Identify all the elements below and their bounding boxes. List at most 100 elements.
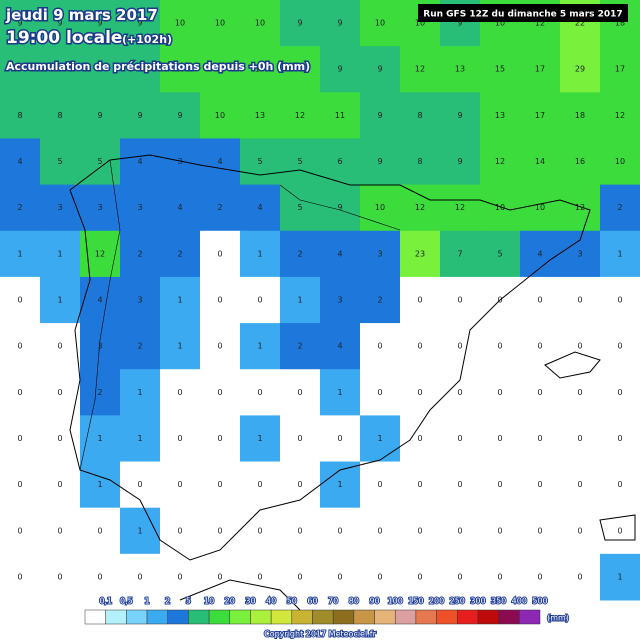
cell-value: 0 [417, 572, 422, 581]
legend-label: 500 [532, 597, 547, 606]
cell-value: 9 [377, 157, 382, 166]
cell-value: 3 [57, 203, 62, 212]
cell-value: 0 [377, 342, 382, 351]
grid-cell [520, 184, 561, 232]
cell-value: 1 [337, 480, 342, 489]
legend-swatch [457, 609, 479, 625]
grid-cell [200, 138, 241, 186]
cell-value: 0 [57, 388, 62, 397]
cell-value: 10 [495, 19, 505, 28]
cell-value: 2 [97, 388, 102, 397]
legend-swatch [126, 609, 148, 625]
grid-cell [320, 138, 361, 186]
cell-value: 6 [337, 157, 342, 166]
grid-cell [80, 323, 121, 370]
cell-value: 12 [415, 203, 425, 212]
grid-cell [80, 0, 121, 47]
cell-value: 0 [177, 526, 182, 535]
grid-cell [400, 507, 441, 555]
grid-cell [240, 461, 281, 509]
grid-cell [440, 507, 481, 555]
legend-swatch [146, 609, 168, 625]
cell-value: 29 [575, 65, 585, 74]
grid-cell [160, 0, 201, 47]
grid-cell [0, 0, 41, 47]
cell-value: 0 [497, 480, 502, 489]
cell-value: 8 [417, 111, 422, 120]
grid-cell [360, 0, 401, 47]
cell-value: 0 [497, 572, 502, 581]
cell-value: 1 [137, 388, 142, 397]
grid-cell [440, 230, 481, 278]
legend-swatch [374, 609, 396, 625]
grid-cell [360, 415, 401, 463]
legend-swatch [436, 609, 458, 625]
cell-value: 14 [535, 157, 545, 166]
grid-cell [400, 323, 441, 370]
cell-value: 0 [617, 342, 622, 351]
cell-value: 0 [497, 434, 502, 443]
cell-value: 0 [257, 296, 262, 305]
grid-cell [120, 507, 161, 555]
cell-value: 0 [297, 434, 302, 443]
grid-cell [560, 46, 601, 93]
cell-value: 12 [95, 249, 105, 258]
cell-value: 10 [255, 65, 265, 74]
cell-value: 23 [415, 249, 425, 258]
cell-value: 0 [457, 434, 462, 443]
legend-label: 150 [408, 597, 423, 606]
cell-value: 0 [577, 296, 582, 305]
cell-value: 10 [375, 19, 385, 28]
grid-cell [520, 230, 561, 278]
cell-value: 3 [337, 296, 342, 305]
grid-cell [360, 323, 401, 370]
cell-value: 3 [97, 342, 102, 351]
cell-value: 10 [295, 65, 305, 74]
legend-swatch [167, 609, 189, 625]
legend-label: 10 [204, 597, 214, 606]
grid-cell [360, 46, 401, 93]
grid-cell [400, 230, 441, 278]
grid-cell [240, 323, 281, 370]
grid-cell [520, 553, 561, 601]
grid-cell [40, 276, 81, 324]
grid-cell [400, 553, 441, 601]
grid-cell [280, 553, 321, 601]
cell-value: 0 [417, 388, 422, 397]
cell-value: 9 [137, 65, 142, 74]
grid-cell [600, 138, 640, 186]
grid-cell [40, 0, 81, 47]
cell-value: 7 [457, 249, 462, 258]
grid-cell [560, 92, 601, 139]
legend-swatch [270, 609, 293, 625]
grid-cell [0, 415, 41, 463]
cell-value: 3 [137, 296, 142, 305]
cell-value: 0 [537, 388, 542, 397]
time: 19:00 locale [6, 28, 122, 48]
grid-cell [240, 369, 281, 416]
cell-value: 0 [417, 342, 422, 351]
cell-value: 3 [377, 249, 382, 258]
cell-value: 0 [577, 388, 582, 397]
grid-cell [40, 461, 81, 509]
grid-cell [240, 230, 281, 278]
cell-value: 12 [615, 111, 625, 120]
cell-value: 11 [335, 111, 345, 120]
cell-value: 9 [97, 19, 102, 28]
cell-value: 0 [337, 434, 342, 443]
grid-cell [480, 461, 521, 509]
grid-cell [520, 369, 561, 416]
cell-value: 2 [137, 249, 142, 258]
cell-value: 9 [457, 19, 462, 28]
legend-swatch [84, 609, 106, 625]
cell-value: 5 [497, 249, 502, 258]
cell-value: 5 [297, 157, 302, 166]
grid-cell [320, 553, 361, 601]
grid-cell [480, 230, 521, 278]
grid-cell [360, 553, 401, 601]
cell-value: 0 [217, 572, 222, 581]
grid-cell [600, 276, 640, 324]
grid-cell [440, 276, 481, 324]
grid-cell [600, 92, 640, 139]
grid-cell [120, 46, 161, 93]
